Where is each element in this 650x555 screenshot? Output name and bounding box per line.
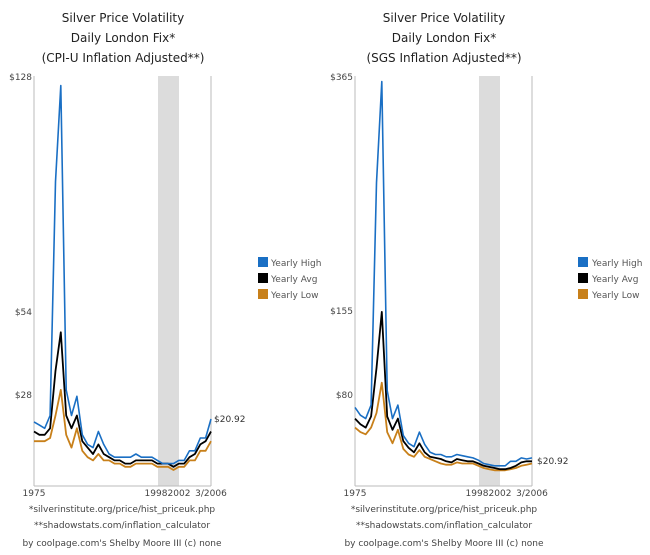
footer-calculator: **shadowstats.com/inflation_calculator xyxy=(34,521,210,531)
legend-label-high: Yearly High xyxy=(270,259,321,269)
y-tick-label: $365 xyxy=(330,73,353,83)
series-layer xyxy=(33,84,212,471)
x-tick-label: 3/2006 xyxy=(516,489,548,499)
end-price-label: $20.92 xyxy=(537,457,569,467)
series-line-yearly-high xyxy=(33,84,212,465)
footer-calculator: **shadowstats.com/inflation_calculator xyxy=(356,521,532,531)
x-tick-label: 1975 xyxy=(23,489,46,499)
legend-swatch-avg xyxy=(258,273,268,283)
chart-title-line-3: (CPI-U Inflation Adjusted**) xyxy=(42,51,205,65)
end-price-label: $20.92 xyxy=(214,415,246,425)
legend-label-low: Yearly Low xyxy=(270,291,318,301)
x-tick-label: 1998 xyxy=(145,489,168,499)
legend-swatch-low xyxy=(578,289,588,299)
y-tick-label: $54 xyxy=(15,308,32,318)
legend-label-avg: Yearly Avg xyxy=(270,275,317,285)
chart-title-line-2: Daily London Fix* xyxy=(392,31,496,45)
series-line-yearly-avg xyxy=(33,331,212,468)
footer-source: *silverinstitute.org/price/hist_priceuk.… xyxy=(29,505,216,515)
y-tick-label: $155 xyxy=(330,307,353,317)
legend: Yearly High Yearly Avg Yearly Low xyxy=(258,257,321,301)
chart-title-line-2: Daily London Fix* xyxy=(71,31,175,45)
x-tick-label: 1998 xyxy=(466,489,489,499)
series-line-yearly-low xyxy=(354,381,533,472)
chart-cpi: Silver Price Volatility Daily London Fix… xyxy=(9,11,321,549)
x-tick-label: 2002 xyxy=(489,489,512,499)
y-tick-label: $28 xyxy=(15,391,32,401)
x-tick-label: 1975 xyxy=(344,489,367,499)
series-line-yearly-high xyxy=(354,80,533,467)
x-ticks: 1975 1998 2002 3/2006 xyxy=(344,489,549,499)
y-ticks: $365 $155 $80 xyxy=(330,73,353,401)
footer-credit: by coolpage.com's Shelby Moore III (c) n… xyxy=(22,539,222,549)
series-layer xyxy=(354,80,533,472)
x-tick-label: 2002 xyxy=(168,489,191,499)
chart-title-line-3: (SGS Inflation Adjusted**) xyxy=(366,51,521,65)
chart-title-line-1: Silver Price Volatility xyxy=(62,11,184,25)
shaded-period xyxy=(158,76,179,486)
legend-swatch-low xyxy=(258,289,268,299)
footer-credit: by coolpage.com's Shelby Moore III (c) n… xyxy=(344,539,544,549)
y-tick-label: $128 xyxy=(9,73,32,83)
legend-label-avg: Yearly Avg xyxy=(591,275,638,285)
legend-swatch-avg xyxy=(578,273,588,283)
shaded-period xyxy=(479,76,500,486)
y-ticks: $128 $54 $28 xyxy=(9,73,32,401)
legend-swatch-high xyxy=(578,257,588,267)
legend-label-low: Yearly Low xyxy=(591,291,639,301)
chart-sgs: Silver Price Volatility Daily London Fix… xyxy=(330,11,642,549)
y-tick-label: $80 xyxy=(336,391,353,401)
chart-title-line-1: Silver Price Volatility xyxy=(383,11,505,25)
footer-source: *silverinstitute.org/price/hist_priceuk.… xyxy=(351,505,538,515)
series-line-yearly-low xyxy=(34,388,212,471)
legend-label-high: Yearly High xyxy=(591,259,642,269)
x-ticks: 1975 1998 2002 3/2006 xyxy=(23,489,228,499)
legend-swatch-high xyxy=(258,257,268,267)
x-tick-label: 3/2006 xyxy=(195,489,227,499)
legend: Yearly High Yearly Avg Yearly Low xyxy=(578,257,642,301)
series-line-yearly-avg xyxy=(354,310,532,471)
